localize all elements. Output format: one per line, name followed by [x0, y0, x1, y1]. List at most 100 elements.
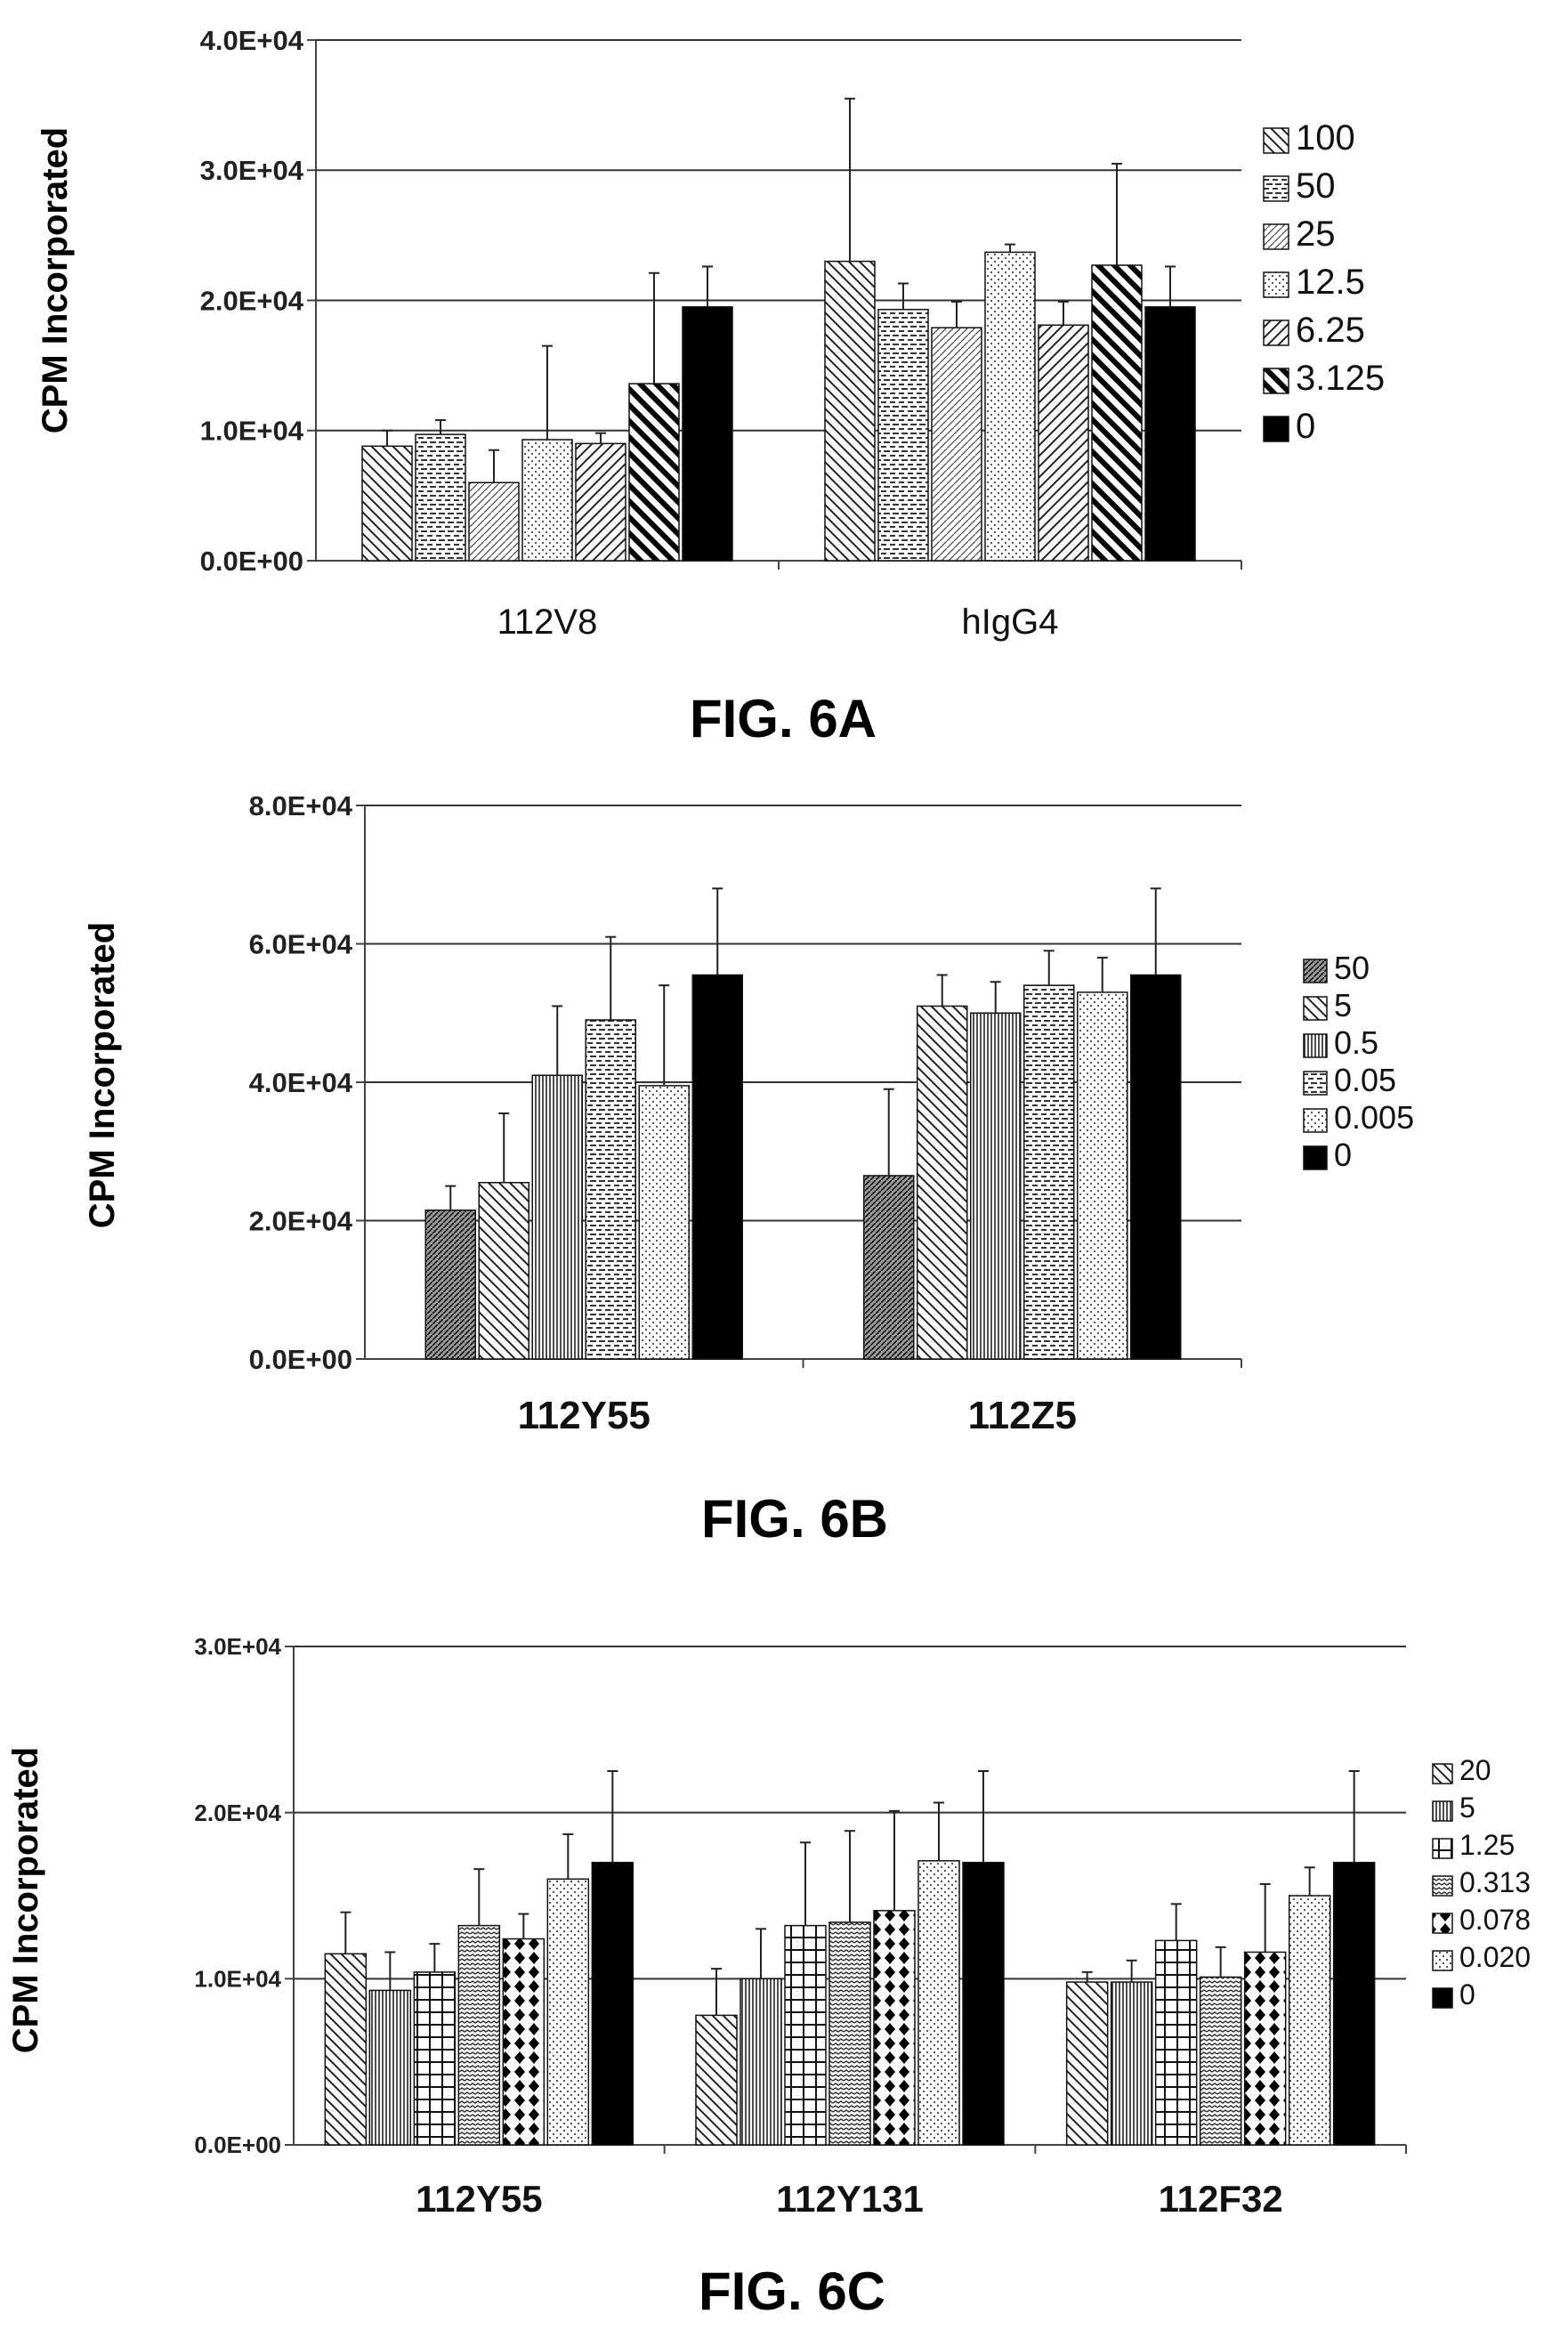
y-tick-label: 2.0E+04: [249, 1205, 353, 1236]
y-tick-label: 0.0E+00: [200, 546, 303, 577]
legend-swatch: [1432, 1838, 1453, 1859]
legend-swatch: [1432, 1913, 1453, 1934]
bar: [424, 1209, 476, 1360]
legend-swatch: [1263, 416, 1289, 442]
bar: [970, 1012, 1022, 1360]
bar: [1077, 991, 1128, 1360]
legend-label: 0: [1334, 1137, 1352, 1173]
bar: [682, 306, 733, 562]
legend-swatch: [1303, 1071, 1328, 1096]
legend-swatch: [1303, 959, 1328, 983]
legend-swatch: [1432, 1763, 1453, 1784]
bar: [546, 1878, 590, 2146]
bar: [413, 1971, 457, 2146]
bar: [628, 383, 680, 562]
y-tick-label: 6.0E+04: [249, 928, 353, 959]
category-label: 112Y131: [776, 2178, 924, 2220]
legend-label: 50: [1296, 166, 1336, 206]
bar: [1288, 1895, 1331, 2146]
figure-label: FIG. 6A: [690, 689, 877, 748]
y-axis-label: CPM Incorporated: [36, 127, 75, 433]
chart-1: 0.0E+00 1.0E+04 2.0E+04 3.0E+04 4.0E+04 CPM I…: [36, 25, 1385, 748]
figure-label: FIG. 6C: [699, 2261, 885, 2321]
bar: [962, 1861, 1005, 2146]
legend-label: 0: [1296, 407, 1315, 446]
legend-label: 5: [1334, 987, 1352, 1023]
legend: 20 5 1.25 0.313 0.078 0.020 0: [1432, 1754, 1531, 2010]
figure-label: FIG. 6B: [701, 1489, 888, 1549]
legend-label: 0.313: [1459, 1866, 1531, 1898]
y-tick-label: 1.0E+04: [194, 1965, 281, 1992]
legend-label: 6.25: [1296, 311, 1365, 350]
bar: [917, 1860, 960, 2146]
bar: [1199, 1976, 1242, 2146]
bar: [863, 1175, 915, 1360]
chart-3: 0.0E+00 1.0E+04 2.0E+04 3.0E+04 CPM Incorpor…: [6, 1633, 1531, 2321]
legend-swatch: [1263, 320, 1289, 346]
bar: [1144, 306, 1196, 562]
legend-label: 25: [1296, 214, 1336, 254]
y-tick-label: 4.0E+04: [200, 25, 304, 56]
legend-swatch: [1263, 127, 1289, 154]
legend-label: 0.05: [1334, 1062, 1396, 1098]
legend-label: 12.5: [1296, 263, 1365, 302]
legend-label: 0: [1459, 1978, 1475, 2010]
bar: [591, 1861, 634, 2146]
bar: [828, 1921, 871, 2146]
legend-swatch: [1303, 1145, 1328, 1170]
legend-label: 0.020: [1459, 1941, 1531, 1973]
bar: [368, 1989, 412, 2146]
legend-swatch: [1263, 271, 1289, 298]
y-axis-label: CPM Incorporated: [6, 1747, 45, 2053]
bar: [324, 1953, 368, 2146]
y-tick-label: 2.0E+04: [194, 1800, 281, 1826]
legend-swatch: [1432, 1800, 1453, 1822]
bar: [478, 1181, 529, 1360]
bar: [1130, 974, 1182, 1360]
category-label: hIgG4: [962, 603, 1059, 642]
legend-swatch: [1303, 1108, 1328, 1133]
bar: [984, 251, 1036, 562]
category-label: 112F32: [1159, 2178, 1283, 2220]
category-label: 112Z5: [968, 1394, 1077, 1437]
legend-swatch: [1432, 1950, 1453, 1971]
y-tick-label: 0.0E+00: [194, 2132, 281, 2158]
bar: [457, 1924, 501, 2146]
y-tick-label: 8.0E+04: [249, 790, 353, 821]
bar: [575, 442, 626, 562]
legend-label: 5: [1459, 1792, 1475, 1824]
category-label: 112V8: [497, 603, 598, 642]
legend-label: 3.125: [1296, 359, 1385, 398]
bar: [1038, 324, 1089, 562]
bar: [877, 308, 929, 562]
bar: [917, 1005, 968, 1360]
y-tick-label: 3.0E+04: [200, 155, 304, 186]
legend-swatch: [1432, 1875, 1453, 1897]
bar: [824, 260, 876, 562]
bar: [502, 1938, 546, 2146]
category-label: 112Y55: [416, 2178, 543, 2220]
legend-label: 20: [1459, 1754, 1491, 1786]
legend-swatch: [1303, 996, 1328, 1021]
y-tick-label: 3.0E+04: [194, 1633, 281, 1660]
legend-swatch: [1263, 368, 1289, 394]
bar: [531, 1074, 583, 1360]
legend-swatch: [1432, 1987, 1453, 2009]
legend-swatch: [1263, 223, 1289, 250]
legend-swatch: [1263, 175, 1289, 202]
bar: [931, 327, 982, 562]
bar: [1023, 984, 1075, 1360]
bar: [468, 481, 520, 562]
bar: [740, 1978, 782, 2146]
bar: [691, 974, 743, 1360]
bar: [873, 1910, 916, 2146]
bar: [1091, 264, 1143, 562]
y-tick-label: 0.0E+00: [249, 1344, 352, 1375]
bar: [585, 1019, 636, 1360]
y-tick-label: 2.0E+04: [200, 285, 304, 316]
legend-label: 0.5: [1334, 1024, 1378, 1061]
legend: 100 50 25 12.5 6.25 3.125 0: [1263, 118, 1385, 446]
bar: [1110, 1981, 1153, 2146]
bar: [521, 439, 573, 562]
